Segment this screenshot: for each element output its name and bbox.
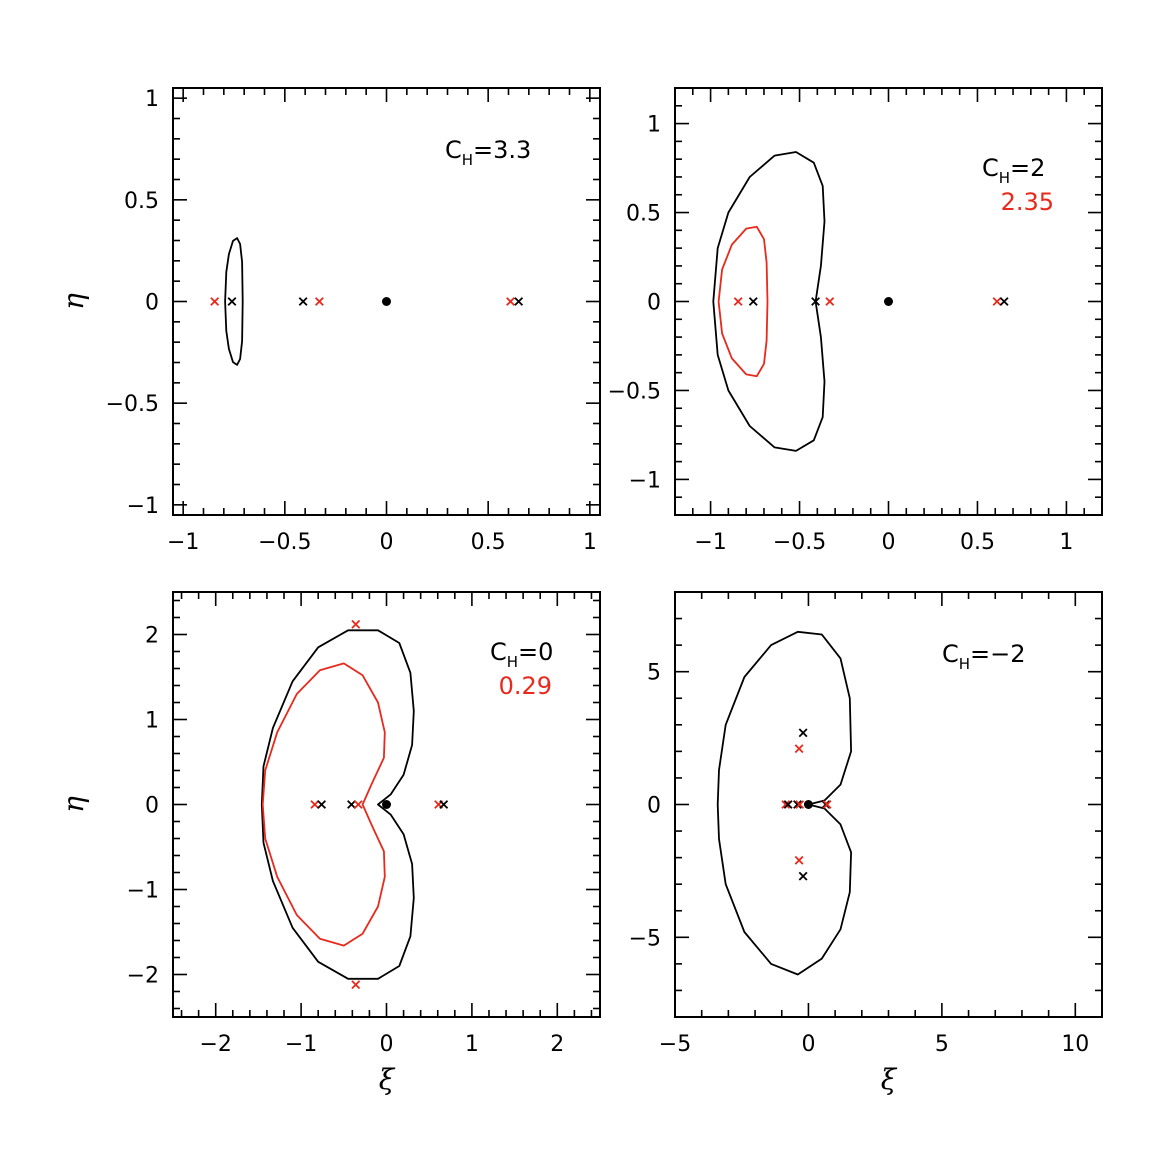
series-curve-black (712, 151, 826, 452)
ch-annotation: CH=2 (982, 154, 1045, 187)
cross-marker (314, 297, 324, 306)
secondary-annotation: 0.29 (499, 672, 552, 700)
x-tick-label: 0.5 (471, 530, 506, 555)
cross-marker (310, 800, 320, 809)
cross-marker (794, 744, 804, 754)
origin-dot-marker (884, 297, 893, 306)
series-curve-black (716, 630, 852, 976)
cross-marker (795, 800, 805, 809)
cross-marker (822, 800, 832, 809)
ch-annotation: CH=0 (490, 638, 553, 671)
secondary-annotation: 2.35 (1001, 188, 1054, 216)
y-axis-title: η (57, 796, 90, 813)
panel-top-left: −1 −0.5 0 0.5 1 −1 −0.5 0 0.5 1 η CH=3.3 (57, 87, 601, 555)
y-tick-label: 0 (647, 291, 661, 316)
x-tick-label: −0.5 (773, 530, 826, 555)
x-tick-label: 5 (935, 1032, 949, 1057)
cross-marker (353, 800, 363, 809)
ch-annotation: CH=−2 (942, 640, 1026, 673)
origin-dot-marker (803, 800, 813, 809)
panel-top-right: −1 −0.5 0 0.5 1 −1 −0.5 0 0.5 1 CH=22.35 (608, 87, 1103, 555)
y-tick-label: 0 (145, 291, 159, 316)
y-axis-title: η (57, 293, 90, 310)
origin-dot-marker (382, 297, 391, 306)
y-tick-label: 0 (647, 794, 661, 819)
y-tick-label: 1 (145, 87, 159, 112)
x-tick-label: 0.5 (960, 530, 995, 555)
x-tick-label: −5 (659, 1032, 691, 1057)
cross-marker (999, 297, 1009, 306)
x-tick-label: −1 (285, 1032, 317, 1057)
ch-annotation: CH=3.3 (445, 136, 531, 169)
cross-marker (992, 297, 1002, 306)
y-tick-label: 1 (647, 113, 661, 138)
x-tick-label: −2 (199, 1032, 231, 1057)
x-tick-label: 1 (1059, 530, 1073, 555)
y-tick-label: −1 (127, 879, 159, 904)
cross-marker (825, 297, 835, 306)
cross-marker (821, 800, 831, 809)
plot-frame (674, 591, 1103, 1018)
cross-marker (783, 800, 793, 809)
y-tick-label: −1 (629, 468, 661, 493)
cross-marker (506, 297, 515, 306)
cross-marker (793, 800, 802, 809)
series-curve-black (224, 237, 244, 366)
y-tick-label: −0.5 (608, 379, 661, 404)
x-tick-label: 10 (1061, 1032, 1089, 1057)
y-tick-label: 1 (145, 709, 159, 734)
cross-marker (351, 619, 361, 629)
cross-marker (439, 800, 449, 809)
panel-bottom-left: −2 −1 0 1 2 −2 −1 0 1 2 η ξ CH=00.29 (57, 591, 601, 1096)
cross-marker (748, 297, 758, 306)
y-tick-label: −0.5 (106, 392, 159, 417)
x-axis-title: ξ (881, 1063, 898, 1096)
cross-marker (317, 800, 327, 809)
cross-marker (798, 871, 808, 881)
x-tick-label: 0 (380, 1032, 394, 1057)
y-tick-label: −1 (127, 494, 159, 519)
cross-marker (227, 297, 237, 306)
x-axis-title: ξ (379, 1063, 396, 1096)
y-tick-label: 0.5 (626, 202, 661, 227)
x-tick-label: 0 (380, 530, 394, 555)
x-tick-label: 1 (465, 1032, 479, 1057)
y-tick-label: −5 (629, 926, 661, 951)
panel-bottom-right: −5 0 5 10 −5 0 5 ξ CH=−2 (629, 591, 1103, 1096)
cross-marker (298, 297, 308, 306)
x-tick-label: −1 (694, 530, 726, 555)
cross-marker (210, 297, 220, 306)
cross-marker (794, 855, 804, 865)
x-tick-label: −0.5 (258, 530, 311, 555)
series-curve-red (261, 662, 386, 947)
cross-marker (733, 297, 743, 306)
cross-marker (781, 800, 791, 809)
y-tick-label: 0.5 (124, 189, 159, 214)
cross-marker (811, 297, 820, 306)
y-tick-label: 2 (145, 624, 159, 649)
x-tick-label: 0 (801, 1032, 815, 1057)
cross-marker (798, 728, 808, 738)
x-tick-label: −1 (167, 530, 199, 555)
cross-marker (347, 800, 356, 809)
origin-dot-marker (382, 800, 391, 809)
y-tick-label: 0 (145, 794, 159, 819)
y-tick-label: 5 (647, 661, 661, 686)
cross-marker (351, 980, 361, 990)
series-curve-red (717, 225, 769, 378)
cross-marker (514, 297, 524, 306)
x-tick-label: 0 (882, 530, 896, 555)
x-tick-label: 1 (583, 530, 597, 555)
x-tick-label: 2 (550, 1032, 564, 1057)
y-tick-label: −2 (127, 964, 159, 989)
series-curve-black (260, 629, 415, 980)
